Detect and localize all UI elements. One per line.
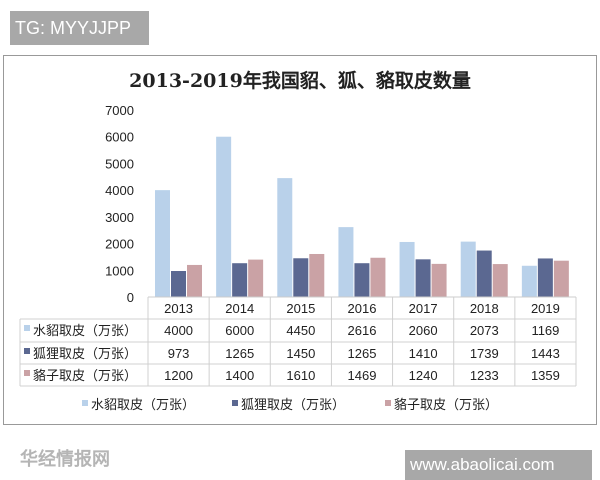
legend-key: [82, 400, 88, 406]
bar: [277, 178, 293, 297]
y-tick-label: 0: [127, 290, 134, 305]
bar: [216, 136, 232, 297]
y-tick-label: 3000: [105, 210, 134, 225]
table-row-label: 貉子取皮（万张）: [33, 368, 137, 384]
y-tick-label: 6000: [105, 130, 134, 145]
legend-label: 水貂取皮（万张）: [91, 398, 195, 413]
data-label: 1359: [531, 368, 560, 383]
legend-label: 貉子取皮（万张）: [394, 397, 498, 413]
chart-title: 2013-2019年我国貂、狐、貉取皮数量: [129, 70, 471, 92]
data-label: 6000: [225, 323, 254, 338]
data-label: 973: [168, 346, 190, 361]
data-label: 1240: [409, 368, 438, 383]
legend-label: 狐狸取皮（万张）: [241, 398, 345, 413]
data-label: 1265: [348, 346, 377, 361]
data-label: 4000: [164, 323, 193, 338]
x-tick-label: 2016: [348, 301, 377, 316]
y-tick-label: 5000: [105, 156, 134, 171]
bar: [460, 241, 476, 297]
bar: [537, 258, 553, 297]
table-row-label: 水貂取皮（万张）: [33, 324, 137, 339]
data-label: 2616: [348, 323, 377, 338]
bar: [370, 257, 386, 297]
x-tick-label: 2019: [531, 301, 560, 316]
legend-key: [232, 400, 238, 406]
bar: [553, 260, 569, 297]
data-label: 1739: [470, 346, 499, 361]
data-label: 2073: [470, 323, 499, 338]
table-legend-key: [24, 325, 30, 331]
x-tick-label: 2017: [409, 301, 438, 316]
data-label: 1450: [286, 346, 315, 361]
bar: [521, 265, 537, 297]
y-tick-label: 1000: [105, 263, 134, 278]
bar: [476, 250, 492, 297]
x-tick-label: 2013: [164, 301, 193, 316]
site-label: www.abaolicai.com: [405, 450, 592, 480]
bar: [293, 258, 309, 297]
x-tick-label: 2014: [225, 301, 254, 316]
data-label: 1443: [531, 346, 560, 361]
bar: [415, 259, 431, 297]
x-tick-label: 2015: [286, 301, 315, 316]
table-row-label: 狐狸取皮（万张）: [33, 347, 137, 362]
data-label: 1233: [470, 368, 499, 383]
bar: [155, 190, 170, 297]
data-label: 1169: [531, 323, 559, 338]
legend-key: [385, 400, 391, 406]
x-tick-label: 2018: [470, 301, 499, 316]
table-legend-key: [24, 348, 30, 354]
bar: [248, 259, 264, 297]
data-label: 1410: [409, 346, 438, 361]
bar: [171, 271, 186, 297]
data-label: 1200: [164, 368, 193, 383]
data-label: 1400: [225, 368, 254, 383]
watermark: 华经情报网: [20, 449, 110, 470]
y-tick-label: 7000: [105, 103, 134, 118]
data-label: 4450: [286, 323, 315, 338]
data-label: 1265: [225, 346, 254, 361]
chart-frame: [3, 55, 597, 425]
data-label: 1610: [286, 368, 315, 383]
tag-label: TG: MYYJJPP: [10, 11, 149, 45]
y-tick-label: 4000: [105, 183, 134, 198]
bar: [309, 253, 325, 297]
data-label: 1469: [348, 368, 377, 383]
data-label: 2060: [409, 323, 438, 338]
bar: [338, 227, 354, 297]
bar: [354, 263, 370, 297]
bar: [399, 241, 415, 297]
bar: [232, 263, 248, 297]
bar: [492, 264, 508, 297]
bar: [431, 263, 447, 297]
y-tick-label: 2000: [105, 237, 134, 252]
bar: [187, 264, 202, 297]
table-legend-key: [24, 370, 30, 376]
